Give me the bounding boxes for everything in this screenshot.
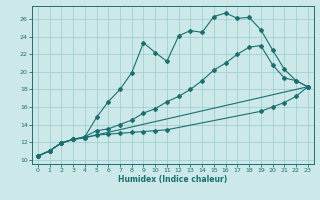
- X-axis label: Humidex (Indice chaleur): Humidex (Indice chaleur): [118, 175, 228, 184]
